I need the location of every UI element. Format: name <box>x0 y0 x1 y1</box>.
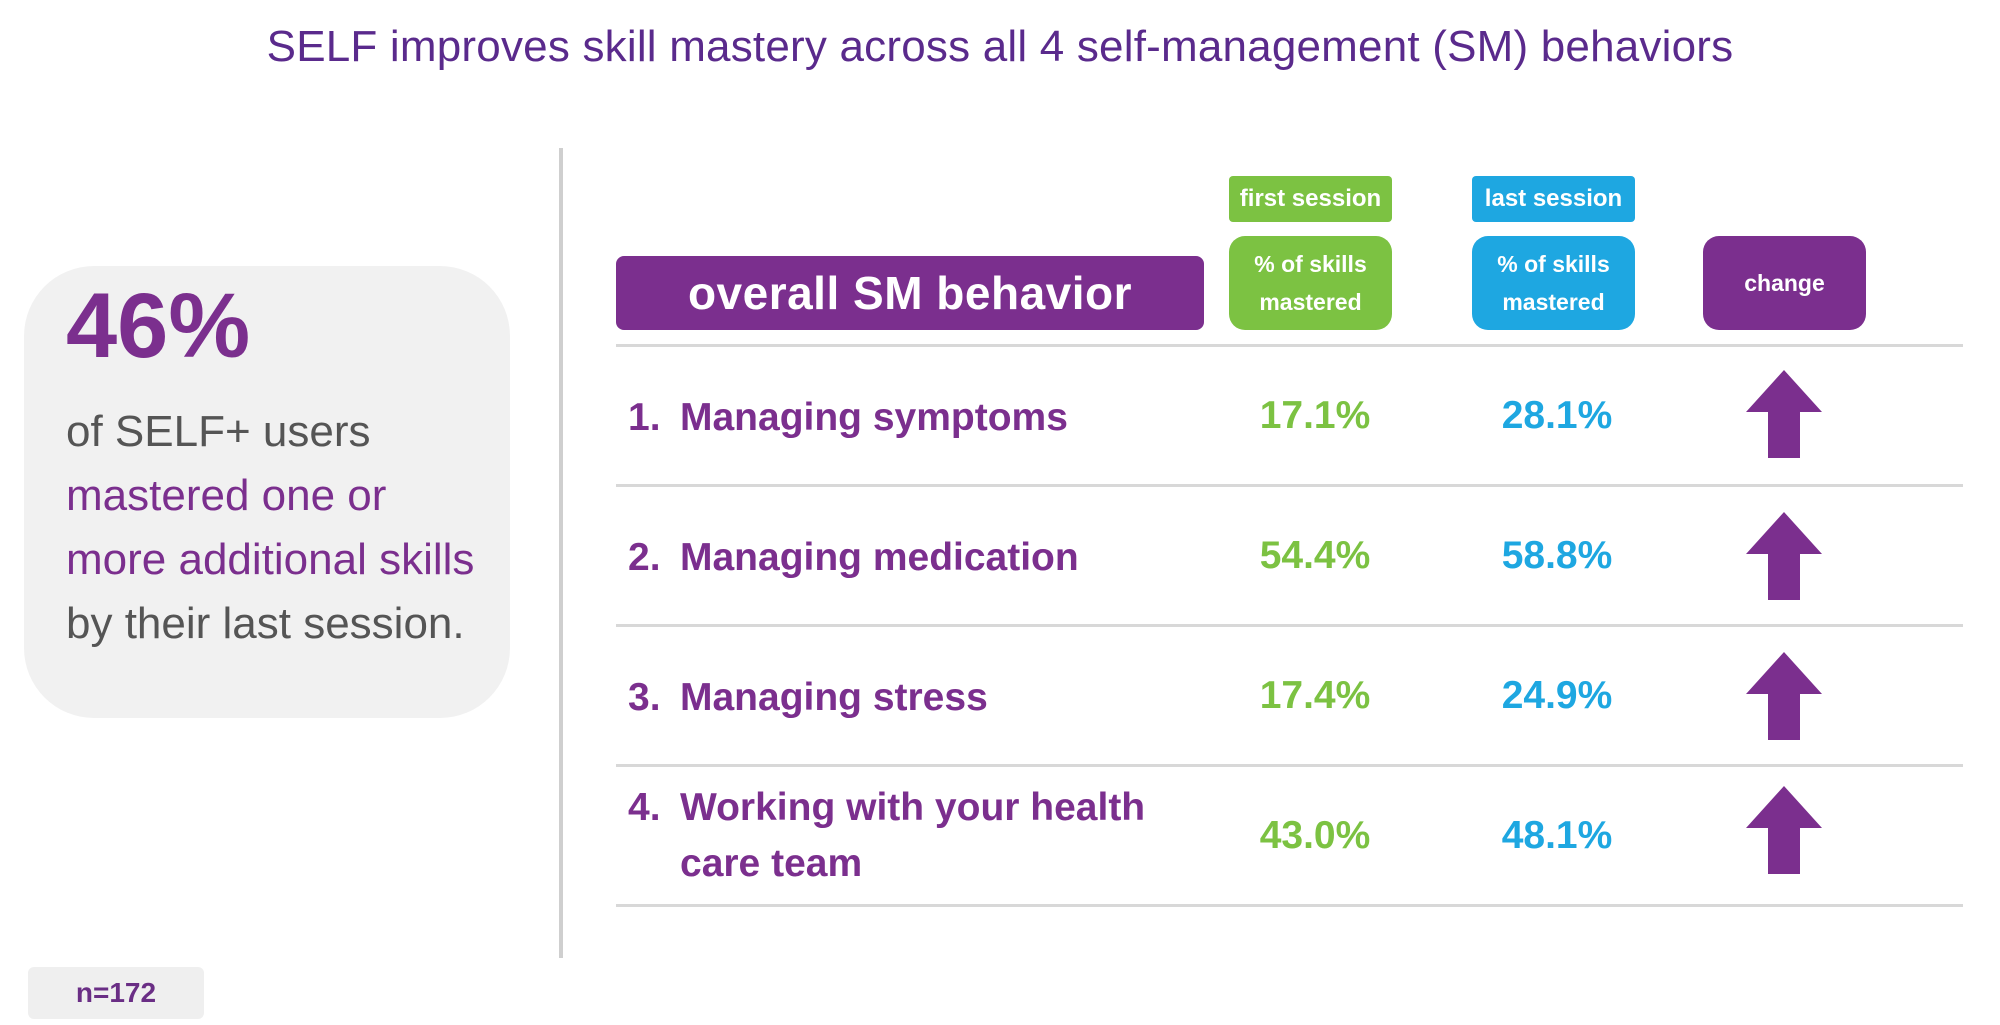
row-number: 2. <box>628 536 661 579</box>
callout-big-number: 46% <box>66 275 251 377</box>
header-last-pct-line1: % of skills <box>1497 251 1610 277</box>
header-last-pct-line2: mastered <box>1502 289 1605 315</box>
row-rule <box>616 484 1963 487</box>
row-rule <box>616 344 1963 347</box>
callout-highlight: mastered one or more additional skills <box>66 471 475 584</box>
slide-title: SELF improves skill mastery across all 4… <box>266 22 1734 71</box>
row-rule <box>616 764 1963 767</box>
row-rule <box>616 904 1963 907</box>
callout-text: of SELF+ users mastered one or more addi… <box>66 400 486 656</box>
up-arrow-icon <box>1746 652 1822 740</box>
header-first-pct: % of skills mastered <box>1229 236 1392 330</box>
header-behavior: overall SM behavior <box>616 256 1204 330</box>
callout-line1: of SELF+ users <box>66 407 371 456</box>
first-session-tag: first session <box>1229 176 1392 222</box>
sample-size-badge: n=172 <box>28 967 204 1019</box>
row-number: 3. <box>628 676 661 719</box>
row-number: 1. <box>628 396 661 439</box>
callout-rest: by their last session. <box>66 599 465 648</box>
table-row-label: 1. Managing symptoms <box>628 390 1200 446</box>
row-behavior: Working with your health care team <box>680 786 1146 885</box>
header-last-pct: % of skills mastered <box>1472 236 1635 330</box>
header-change: change <box>1703 236 1866 330</box>
header-first-pct-line1: % of skills <box>1254 251 1367 277</box>
row-behavior: Managing symptoms <box>680 396 1068 439</box>
table-row-label: 2. Managing medication <box>628 530 1200 586</box>
vertical-divider <box>559 148 563 958</box>
row-behavior: Managing medication <box>680 536 1079 579</box>
row-last-value: 58.8% <box>1501 534 1613 577</box>
last-session-tag: last session <box>1472 176 1635 222</box>
up-arrow-icon <box>1746 512 1822 600</box>
row-last-value: 24.9% <box>1501 674 1613 717</box>
row-number: 4. <box>628 786 661 829</box>
row-first-value: 17.4% <box>1259 674 1371 717</box>
callout-box <box>24 266 510 718</box>
row-first-value: 43.0% <box>1259 814 1371 857</box>
up-arrow-icon <box>1746 786 1822 874</box>
row-behavior: Managing stress <box>680 676 988 719</box>
header-first-pct-line2: mastered <box>1259 289 1362 315</box>
row-rule <box>616 624 1963 627</box>
row-last-value: 48.1% <box>1501 814 1613 857</box>
table-row-label: 3. Managing stress <box>628 670 1200 726</box>
row-last-value: 28.1% <box>1501 394 1613 437</box>
table-row-label: 4. Working with your health care team <box>628 780 1200 892</box>
row-first-value: 54.4% <box>1259 534 1371 577</box>
up-arrow-icon <box>1746 370 1822 458</box>
row-first-value: 17.1% <box>1259 394 1371 437</box>
